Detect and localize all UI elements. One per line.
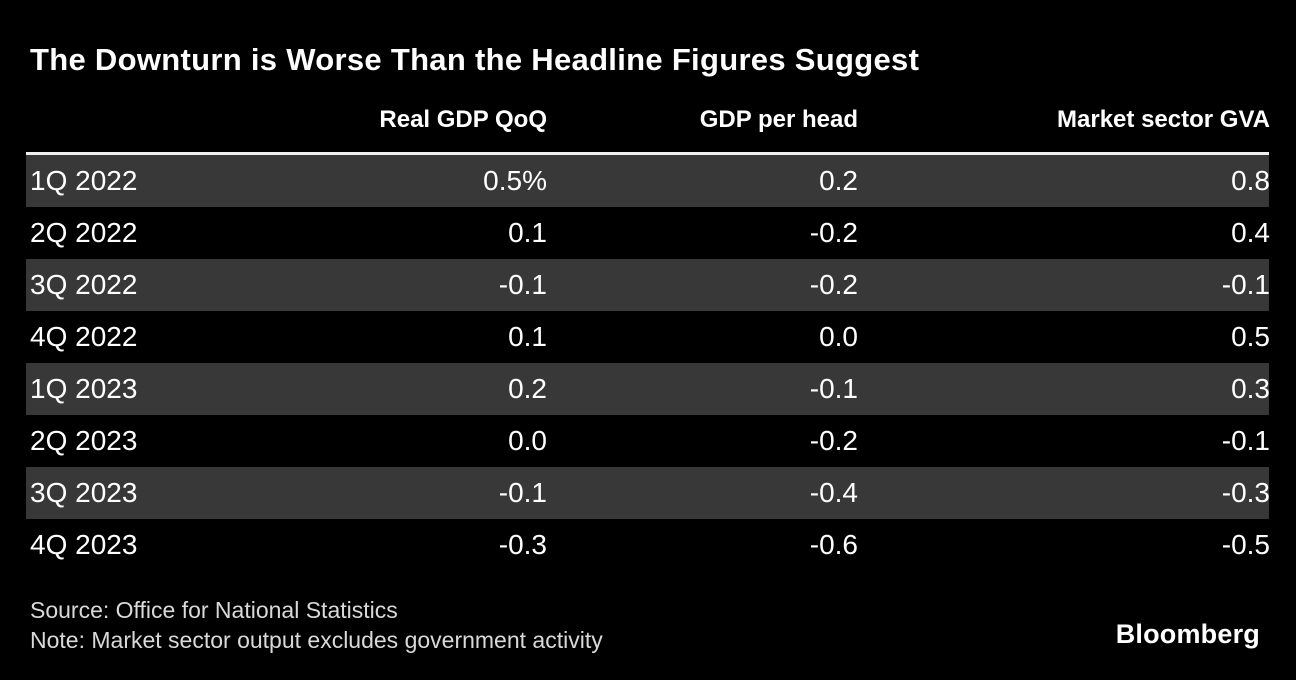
cell-gdp-per-head: -0.2 (809, 269, 858, 300)
cell-market-sector-gva: 0.3 (1231, 373, 1270, 404)
cell-real-gdp-qoq: 0.1 (508, 217, 547, 248)
cell-real-gdp-qoq: -0.1 (498, 477, 547, 508)
row-label: 3Q 2023 (30, 477, 138, 508)
cell-real-gdp-qoq: 0.5% (483, 165, 547, 196)
cell-market-sector-gva: -0.1 (1221, 425, 1270, 456)
row-label: 2Q 2023 (30, 425, 138, 456)
cell-gdp-per-head: -0.6 (809, 529, 858, 560)
cell-market-sector-gva: -0.1 (1221, 269, 1270, 300)
footer-notes: Source: Office for National Statistics N… (30, 595, 603, 655)
table-row: 1Q 2022 0.5% 0.2 0.8 (26, 155, 1270, 207)
cell-market-sector-gva: 0.4 (1231, 217, 1270, 248)
cell-gdp-per-head: 0.0 (819, 321, 858, 352)
table-header-row: Real GDP QoQ GDP per head Market sector … (26, 106, 1270, 134)
source-line: Source: Office for National Statistics (30, 597, 398, 623)
chart-title: The Downturn is Worse Than the Headline … (30, 42, 920, 77)
cell-market-sector-gva: 0.5 (1231, 321, 1270, 352)
table-row: 4Q 2023 -0.3 -0.6 -0.5 (26, 519, 1270, 571)
table-row: 3Q 2023 -0.1 -0.4 -0.3 (26, 467, 1270, 519)
row-label: 2Q 2022 (30, 217, 138, 248)
column-header-gdp-per-head: GDP per head (699, 106, 858, 133)
cell-market-sector-gva: 0.8 (1231, 165, 1270, 196)
column-header-real-gdp-qoq: Real GDP QoQ (379, 106, 547, 133)
table-row: 3Q 2022 -0.1 -0.2 -0.1 (26, 259, 1270, 311)
row-label: 4Q 2023 (30, 529, 138, 560)
table-rows: 1Q 2022 0.5% 0.2 0.8 2Q 2022 0.1 -0.2 0.… (26, 155, 1270, 571)
column-header-market-sector-gva: Market sector GVA (1057, 106, 1270, 133)
table-row: 2Q 2022 0.1 -0.2 0.4 (26, 207, 1270, 259)
table-row: 4Q 2022 0.1 0.0 0.5 (26, 311, 1270, 363)
cell-gdp-per-head: -0.2 (809, 217, 858, 248)
row-label: 3Q 2022 (30, 269, 138, 300)
cell-gdp-per-head: -0.1 (809, 373, 858, 404)
cell-real-gdp-qoq: 0.0 (508, 425, 547, 456)
cell-gdp-per-head: -0.2 (809, 425, 858, 456)
cell-real-gdp-qoq: -0.1 (498, 269, 547, 300)
note-line: Note: Market sector output excludes gove… (30, 627, 603, 653)
row-label: 1Q 2023 (30, 373, 138, 404)
row-label: 1Q 2022 (30, 165, 138, 196)
cell-real-gdp-qoq: -0.3 (498, 529, 547, 560)
header-separator-rule (26, 152, 1269, 155)
cell-real-gdp-qoq: 0.2 (508, 373, 547, 404)
cell-market-sector-gva: -0.3 (1221, 477, 1270, 508)
cell-gdp-per-head: 0.2 (819, 165, 858, 196)
row-label: 4Q 2022 (30, 321, 138, 352)
data-table: 1Q 2022 0.5% 0.2 0.8 2Q 2022 0.1 -0.2 0.… (26, 152, 1270, 571)
cell-market-sector-gva: -0.5 (1221, 529, 1270, 560)
table-row: 2Q 2023 0.0 -0.2 -0.1 (26, 415, 1270, 467)
cell-gdp-per-head: -0.4 (809, 477, 858, 508)
cell-real-gdp-qoq: 0.1 (508, 321, 547, 352)
bloomberg-logo: Bloomberg (1115, 619, 1260, 649)
table-row: 1Q 2023 0.2 -0.1 0.3 (26, 363, 1270, 415)
